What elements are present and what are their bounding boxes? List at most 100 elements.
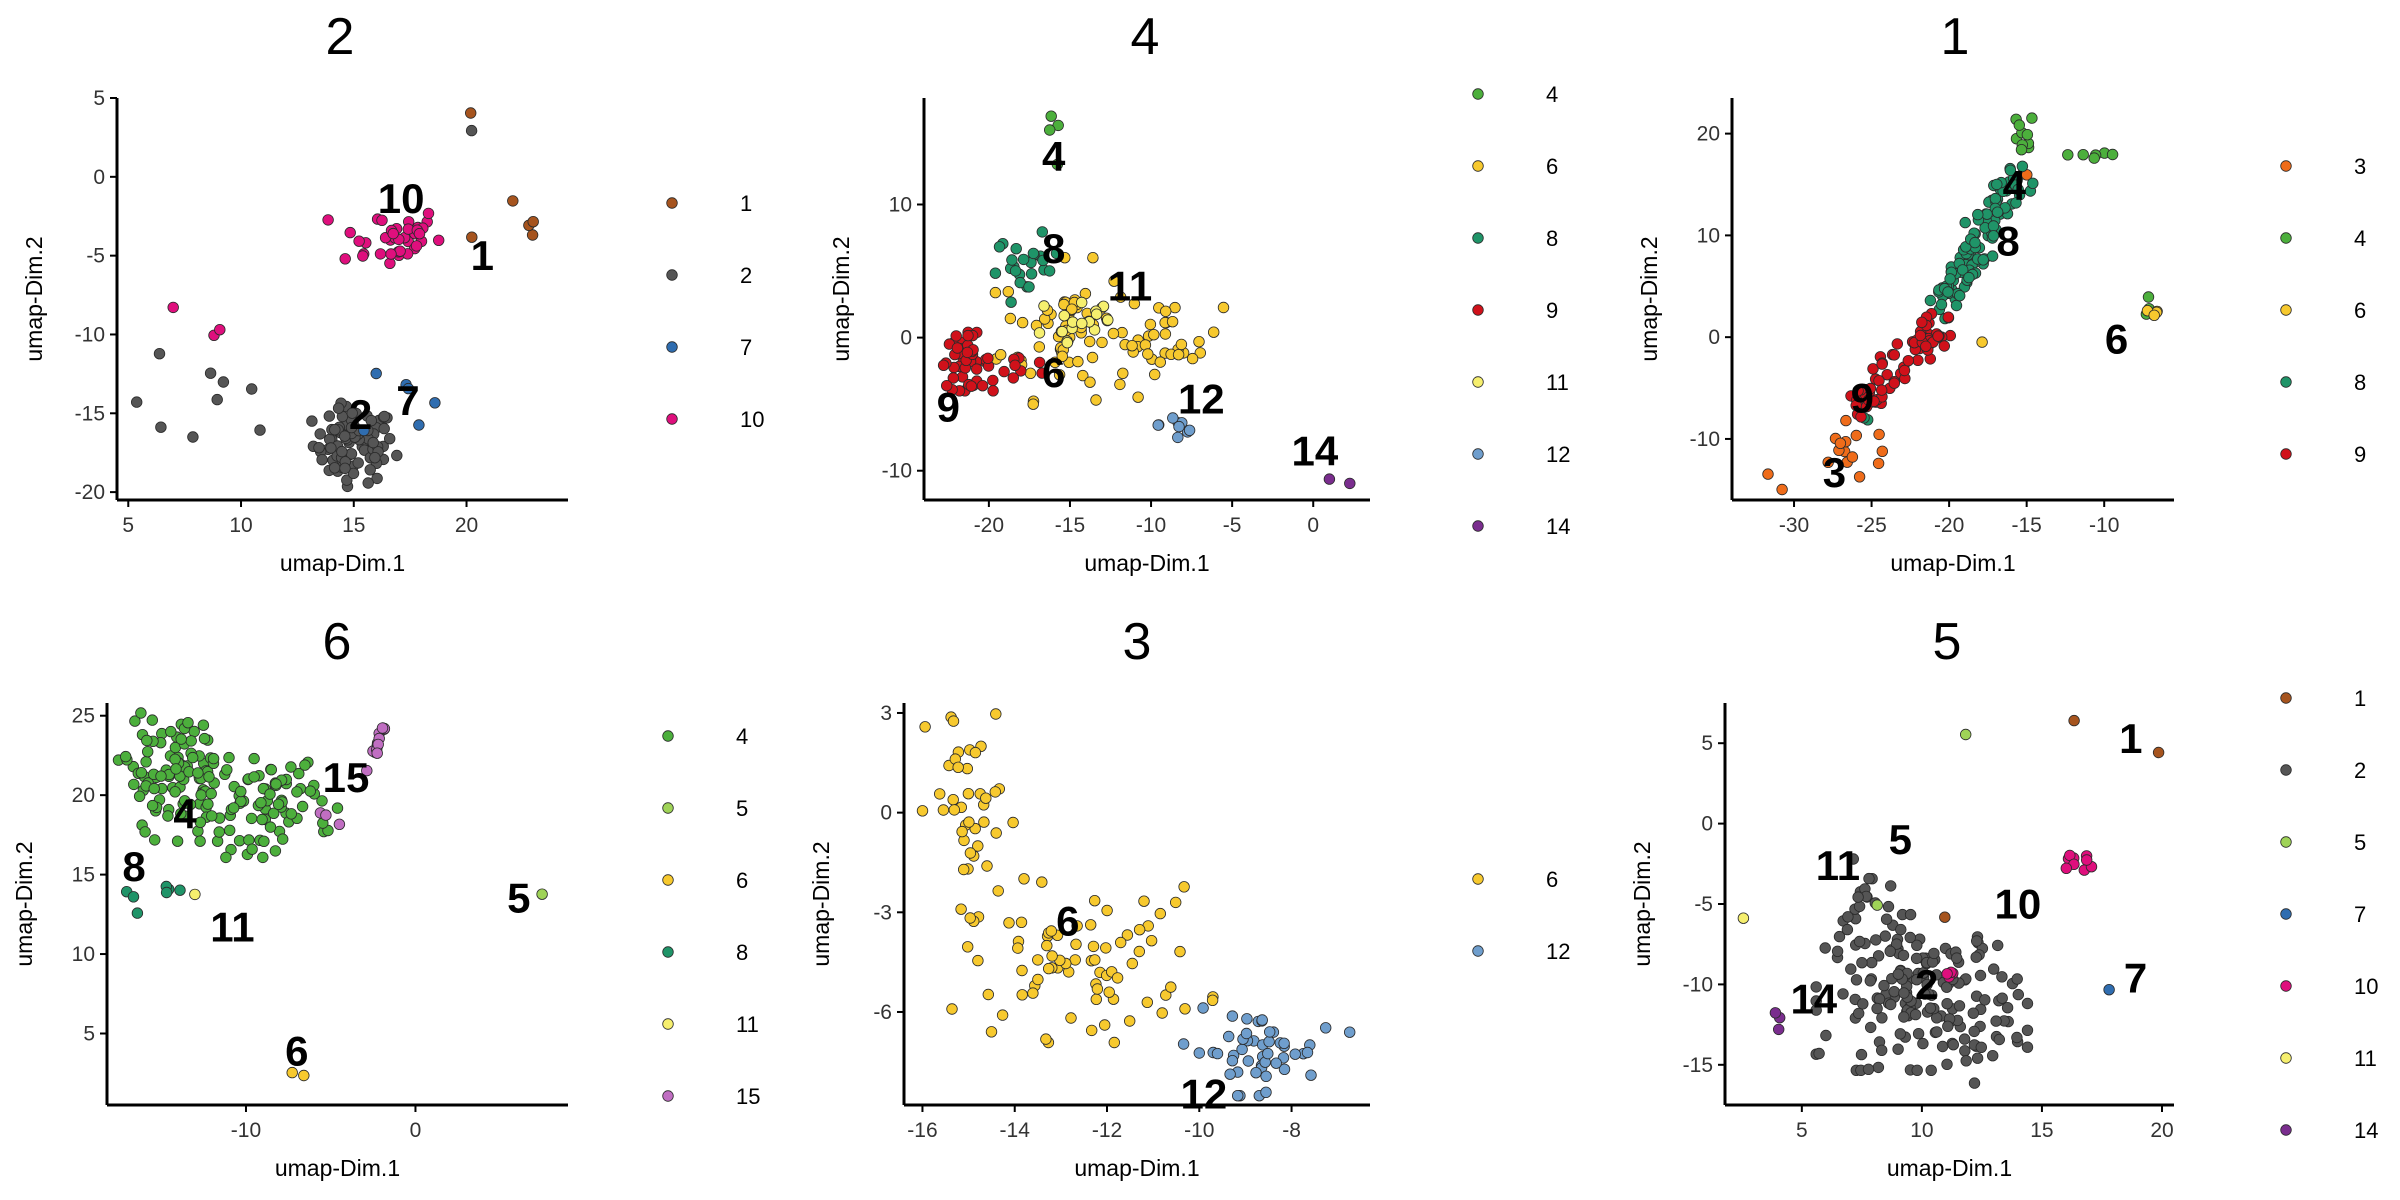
point-cluster-12 bbox=[1278, 1037, 1290, 1050]
point-cluster-6 bbox=[1016, 964, 1028, 977]
point-cluster-8 bbox=[1963, 271, 1975, 284]
legend-swatch-12 bbox=[1472, 448, 1484, 460]
point-cluster-8 bbox=[1050, 247, 1063, 260]
y-tick-label: 5 bbox=[1701, 732, 1713, 755]
cluster-label: 4 bbox=[1042, 133, 1066, 180]
point-cluster-12 bbox=[1172, 431, 1184, 444]
point-cluster-9 bbox=[965, 380, 978, 392]
point-cluster-4 bbox=[269, 845, 282, 857]
point-cluster-9 bbox=[1938, 340, 1951, 352]
x-tick-label: -14 bbox=[1000, 1119, 1031, 1142]
point-cluster-9 bbox=[1033, 356, 1046, 369]
point-cluster-11 bbox=[1737, 912, 1750, 924]
point-cluster-6 bbox=[972, 840, 984, 852]
point-cluster-6 bbox=[1114, 378, 1126, 391]
legend: 4 5 6 8 11 15 bbox=[662, 724, 760, 1109]
point-cluster-6 bbox=[962, 788, 975, 800]
panel-5: 3 6 12 -16 -14 -12 -10 -8 3 0 -3 -6 umap-Dim.1 umap-D… bbox=[808, 613, 1570, 1181]
point-cluster-6 bbox=[982, 988, 995, 1001]
point-cluster-12 bbox=[1263, 1035, 1275, 1048]
point-cluster-9 bbox=[1873, 375, 1885, 387]
point-cluster-2 bbox=[1941, 998, 1953, 1010]
point-cluster-6 bbox=[1133, 945, 1146, 958]
point-cluster-12 bbox=[1197, 1002, 1209, 1014]
point-cluster-4 bbox=[270, 778, 282, 790]
point-cluster-2 bbox=[1876, 1012, 1888, 1024]
legend-swatch-6 bbox=[1472, 160, 1484, 172]
y-tick-label: -5 bbox=[86, 245, 105, 268]
point-cluster-6 bbox=[1179, 1003, 1191, 1015]
point-cluster-2 bbox=[1917, 1037, 1929, 1050]
cluster-label: 5 bbox=[1889, 816, 1912, 863]
point-cluster-1 bbox=[526, 229, 539, 241]
panel-title: 5 bbox=[1933, 613, 1962, 671]
legend-label: 6 bbox=[736, 868, 748, 893]
point-cluster-1 bbox=[2152, 746, 2165, 759]
legend-swatch-12 bbox=[1472, 945, 1484, 957]
point-cluster-10 bbox=[357, 250, 369, 262]
point-cluster-2 bbox=[1884, 880, 1897, 892]
point-cluster-8 bbox=[131, 907, 144, 919]
cluster-label: 14 bbox=[1790, 975, 1837, 1022]
point-cluster-6 bbox=[1032, 954, 1044, 966]
point-cluster-10 bbox=[214, 324, 226, 336]
point-cluster-7 bbox=[370, 367, 382, 380]
point-cluster-4 bbox=[299, 759, 311, 771]
point-layer bbox=[1762, 112, 2163, 496]
x-tick-label: 20 bbox=[455, 514, 478, 537]
point-cluster-9 bbox=[1875, 384, 1888, 396]
point-cluster-6 bbox=[1156, 1007, 1168, 1019]
point-cluster-12 bbox=[1242, 1055, 1255, 1067]
point-cluster-12 bbox=[1270, 1057, 1282, 1069]
y-tick-label: 0 bbox=[1708, 326, 1720, 349]
y-axis-title: umap-Dim.2 bbox=[1636, 236, 1662, 361]
legend-swatch-3 bbox=[2280, 160, 2292, 172]
point-cluster-9 bbox=[998, 365, 1010, 378]
point-cluster-5 bbox=[536, 888, 548, 900]
legend-label: 1 bbox=[740, 191, 752, 216]
point-cluster-8 bbox=[174, 884, 186, 896]
point-cluster-4 bbox=[227, 802, 240, 814]
legend-swatch-9 bbox=[1472, 304, 1484, 316]
point-cluster-2 bbox=[1970, 935, 1983, 947]
x-tick-label: -10 bbox=[1136, 514, 1166, 537]
point-cluster-1 bbox=[2068, 714, 2080, 727]
point-cluster-6 bbox=[1015, 916, 1028, 929]
point-cluster-15 bbox=[333, 818, 346, 831]
point-cluster-6 bbox=[1088, 895, 1101, 907]
point-cluster-6 bbox=[1108, 275, 1120, 287]
point-cluster-12 bbox=[1183, 424, 1196, 437]
point-cluster-11 bbox=[1088, 324, 1101, 336]
point-cluster-2 bbox=[1852, 891, 1864, 903]
point-cluster-2 bbox=[1924, 1002, 1937, 1014]
point-cluster-2 bbox=[1959, 1045, 1971, 1057]
point-cluster-2 bbox=[371, 472, 383, 485]
point-cluster-6 bbox=[1126, 957, 1139, 970]
point-cluster-12 bbox=[1226, 1010, 1239, 1022]
legend-label: 9 bbox=[1546, 298, 1558, 323]
point-layer bbox=[1737, 714, 2165, 1089]
point-cluster-6 bbox=[286, 1066, 298, 1079]
legend-swatch-1 bbox=[666, 197, 678, 209]
legend-swatch-5 bbox=[662, 802, 674, 814]
point-cluster-11 bbox=[1033, 327, 1046, 339]
point-cluster-12 bbox=[1193, 1047, 1206, 1059]
point-cluster-4 bbox=[140, 756, 152, 768]
point-cluster-2 bbox=[365, 414, 378, 427]
legend-label: 11 bbox=[736, 1012, 759, 1037]
point-cluster-9 bbox=[961, 346, 974, 359]
point-cluster-2 bbox=[367, 436, 379, 449]
point-cluster-4 bbox=[146, 799, 159, 812]
point-cluster-6 bbox=[1090, 394, 1102, 406]
point-cluster-10 bbox=[374, 248, 387, 260]
point-cluster-2 bbox=[1970, 951, 1982, 963]
cluster-label: 7 bbox=[396, 377, 419, 424]
legend-swatch-8 bbox=[662, 946, 674, 958]
point-cluster-6 bbox=[1027, 398, 1039, 410]
point-cluster-6 bbox=[990, 708, 1002, 720]
point-cluster-2 bbox=[153, 348, 166, 360]
y-tick-label: 0 bbox=[880, 802, 892, 825]
y-axis-title: umap-Dim.2 bbox=[11, 841, 37, 966]
point-layer bbox=[112, 707, 548, 1082]
point-cluster-6 bbox=[1103, 986, 1115, 998]
